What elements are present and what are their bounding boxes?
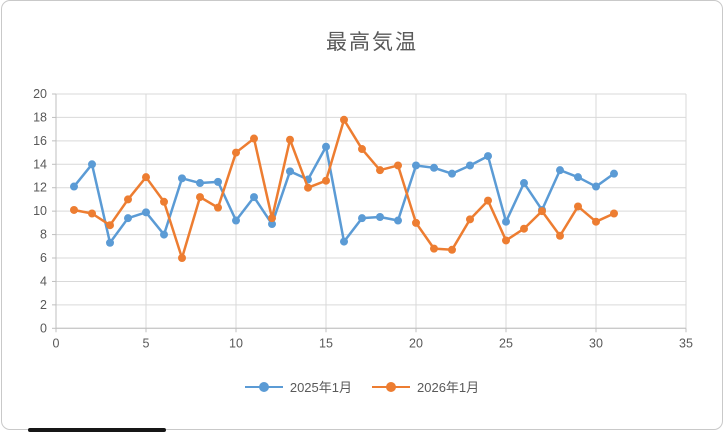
data-point-1[interactable] (394, 161, 402, 170)
data-point-1[interactable] (160, 197, 168, 206)
data-point-0[interactable] (286, 167, 294, 176)
data-point-0[interactable] (520, 179, 528, 188)
data-point-1[interactable] (250, 134, 258, 143)
data-point-1[interactable] (358, 145, 366, 154)
series-line-0[interactable] (72, 145, 616, 245)
data-point-1[interactable] (214, 203, 222, 212)
data-point-1[interactable] (340, 115, 348, 124)
data-point-0[interactable] (268, 220, 276, 229)
data-point-0[interactable] (358, 214, 366, 223)
data-point-0[interactable] (340, 237, 348, 246)
data-point-0[interactable] (484, 152, 492, 161)
data-point-1[interactable] (322, 176, 330, 185)
x-tick-label: 35 (679, 336, 693, 350)
y-tick-label: 12 (33, 181, 47, 195)
x-tick-label: 25 (499, 336, 513, 350)
y-tick-label: 14 (33, 157, 47, 171)
data-point-0[interactable] (394, 216, 402, 225)
legend-item-2026[interactable]: 2026年1月 (372, 377, 479, 396)
legend-label-2025: 2025年1月 (289, 380, 352, 395)
data-point-1[interactable] (520, 224, 528, 233)
data-point-1[interactable] (124, 195, 132, 204)
data-point-0[interactable] (502, 217, 510, 226)
data-point-1[interactable] (448, 245, 456, 254)
data-point-0[interactable] (592, 182, 600, 191)
data-point-0[interactable] (214, 177, 222, 186)
data-point-1[interactable] (106, 221, 114, 230)
data-point-0[interactable] (142, 208, 150, 217)
y-tick-label: 18 (33, 110, 47, 124)
x-tick-label: 15 (319, 336, 333, 350)
x-tick-label: 20 (409, 336, 423, 350)
y-tick-label: 4 (40, 274, 47, 288)
y-tick-label: 6 (40, 251, 47, 265)
legend-line-marker-icon (244, 381, 283, 392)
data-point-1[interactable] (70, 205, 78, 214)
x-tick-label: 5 (143, 336, 150, 350)
data-point-0[interactable] (556, 166, 564, 175)
data-point-1[interactable] (592, 217, 600, 226)
data-point-1[interactable] (538, 207, 546, 216)
data-point-1[interactable] (466, 215, 474, 224)
data-point-1[interactable] (268, 214, 276, 223)
data-point-0[interactable] (196, 179, 204, 188)
data-point-0[interactable] (160, 230, 168, 239)
data-point-0[interactable] (322, 142, 330, 151)
data-point-0[interactable] (124, 214, 132, 223)
data-point-1[interactable] (502, 236, 510, 245)
y-tick-label: 16 (33, 134, 47, 148)
data-point-0[interactable] (376, 213, 384, 222)
x-tick-label: 10 (229, 336, 243, 350)
data-point-1[interactable] (556, 231, 564, 240)
data-point-1[interactable] (178, 254, 186, 263)
data-point-1[interactable] (430, 244, 438, 253)
data-point-1[interactable] (142, 173, 150, 182)
x-tick-label: 0 (53, 336, 60, 350)
bottom-edge-artifact (28, 428, 166, 432)
data-point-0[interactable] (466, 161, 474, 170)
chart-legend: 2025年1月 2026年1月 (0, 377, 724, 396)
data-point-0[interactable] (178, 174, 186, 183)
data-point-1[interactable] (574, 202, 582, 211)
x-tick-label: 30 (589, 336, 603, 350)
data-point-1[interactable] (286, 135, 294, 144)
data-point-0[interactable] (70, 182, 78, 191)
data-point-1[interactable] (196, 193, 204, 202)
y-tick-label: 10 (33, 204, 47, 218)
data-point-1[interactable] (610, 209, 618, 218)
y-tick-label: 2 (40, 298, 47, 312)
legend-line-marker-icon (372, 381, 410, 392)
data-point-0[interactable] (250, 193, 258, 202)
data-point-1[interactable] (304, 183, 312, 192)
y-tick-label: 20 (33, 87, 47, 101)
data-point-1[interactable] (232, 148, 240, 157)
legend-label-2026: 2026年1月 (417, 380, 480, 395)
data-point-0[interactable] (106, 238, 114, 247)
data-point-1[interactable] (88, 209, 96, 218)
data-point-0[interactable] (232, 216, 240, 225)
data-point-0[interactable] (412, 161, 420, 170)
data-point-0[interactable] (610, 169, 618, 178)
legend-item-2025[interactable]: 2025年1月 (244, 377, 352, 396)
y-tick-label: 8 (40, 228, 47, 242)
data-point-1[interactable] (484, 196, 492, 205)
y-tick-label: 0 (40, 321, 47, 335)
data-point-1[interactable] (412, 218, 420, 227)
data-point-0[interactable] (574, 173, 582, 182)
data-point-0[interactable] (448, 169, 456, 178)
data-point-1[interactable] (376, 166, 384, 175)
data-point-0[interactable] (88, 160, 96, 169)
chart-title[interactable]: 最高気温 (326, 31, 418, 54)
data-point-0[interactable] (430, 163, 438, 172)
